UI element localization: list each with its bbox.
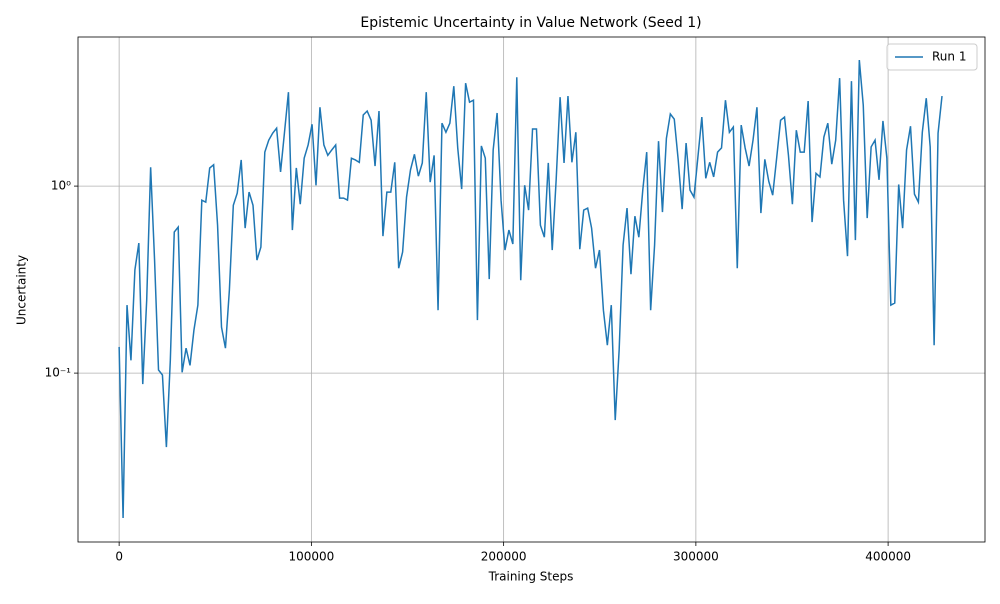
axes-frame — [77, 36, 986, 543]
x-tick-label: 0 — [115, 550, 123, 564]
y-axis-label: Uncertainty — [15, 255, 29, 325]
legend-label: Run 1 — [932, 50, 966, 64]
x-tick-label: 400000 — [865, 550, 911, 564]
x-axis-label: Training Steps — [488, 570, 574, 584]
data-line — [118, 59, 943, 519]
y-tick-label: 10⁻¹ — [45, 366, 72, 380]
y-tick-label: 10⁰ — [51, 179, 71, 193]
x-tick-label: 200000 — [481, 550, 527, 564]
x-tick-label: 100000 — [288, 550, 334, 564]
legend-box — [886, 43, 978, 71]
x-tick-label: 300000 — [673, 550, 719, 564]
chart-title: Epistemic Uncertainty in Value Network (… — [360, 15, 701, 31]
